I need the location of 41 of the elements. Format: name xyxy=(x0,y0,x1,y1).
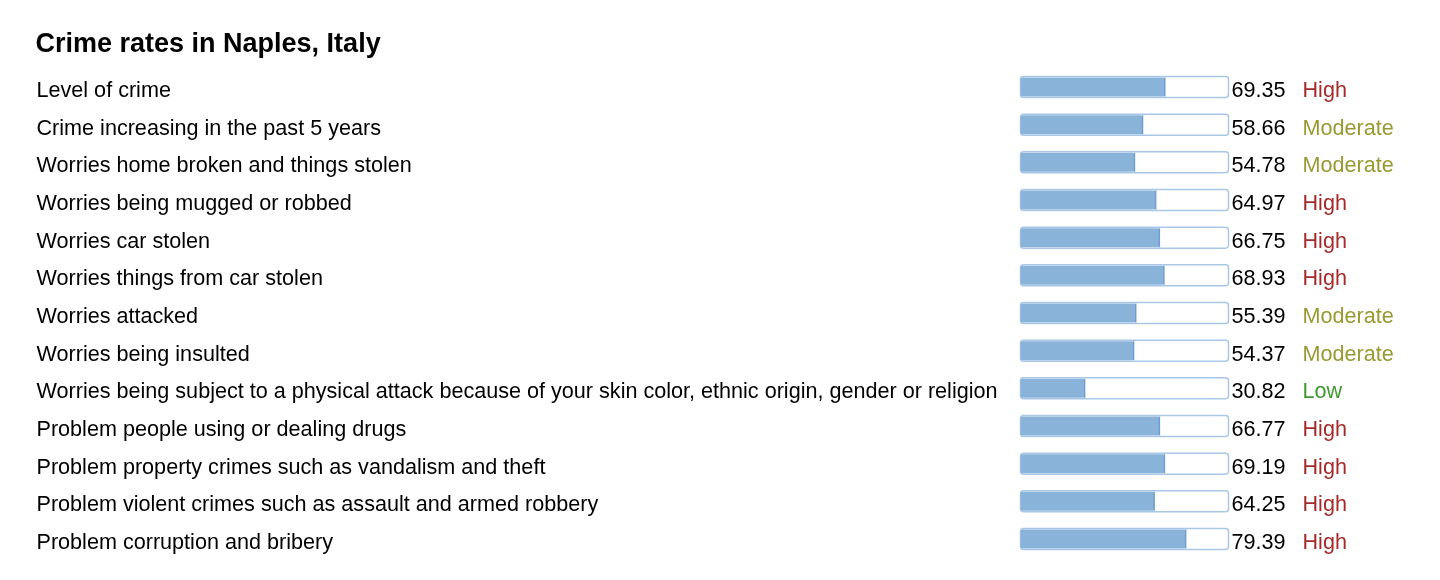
y-tick-label: Problem corruption and bribery xyxy=(36,529,334,555)
text: Moderate xyxy=(1302,303,1394,329)
text: Moderate xyxy=(1302,114,1394,140)
data-label: 69.19 xyxy=(1231,453,1286,479)
data-label: 54.78 xyxy=(1231,152,1286,178)
text: Moderate xyxy=(1302,152,1394,178)
text: High xyxy=(1302,453,1347,479)
text: High xyxy=(1302,491,1347,517)
data-label: 30.82 xyxy=(1231,378,1286,404)
text: High xyxy=(1302,77,1347,102)
y-tick-label: Worries car stolen xyxy=(36,227,211,253)
data-label: 66.77 xyxy=(1231,416,1286,442)
text: High xyxy=(1302,227,1347,253)
text: High xyxy=(1302,416,1347,442)
y-tick-label: Worries being subject to a physical attack because of your skin color, ethnic origin, gender or religion xyxy=(36,378,998,404)
text: Crime rates in Naples, Italy xyxy=(35,27,381,58)
data-label: 66.75 xyxy=(1231,227,1286,253)
text: High xyxy=(1302,529,1347,555)
text: High xyxy=(1302,265,1347,291)
bar xyxy=(1020,378,1085,398)
y-tick-label: Level of crime xyxy=(36,77,171,102)
data-label: 55.39 xyxy=(1231,303,1286,329)
data-label: 58.66 xyxy=(1231,114,1286,140)
y-tick-label: Crime increasing in the past 5 years xyxy=(36,114,382,140)
y-tick-label: Worries things from car stolen xyxy=(36,265,323,291)
text: Moderate xyxy=(1302,340,1394,366)
text: Low xyxy=(1302,378,1343,404)
y-tick-label: Problem property crimes such as vandalism and theft xyxy=(36,453,546,479)
data-label: 79.39 xyxy=(1231,529,1286,555)
y-tick-label: Worries attacked xyxy=(36,303,199,329)
data-label: 64.97 xyxy=(1231,190,1286,216)
data-label: 54.37 xyxy=(1231,340,1286,366)
y-tick-label: Problem violent crimes such as assault and armed robbery xyxy=(36,491,599,517)
text: High xyxy=(1302,190,1347,216)
y-tick-label: Problem people using or dealing drugs xyxy=(36,416,407,442)
data-label: 64.25 xyxy=(1231,491,1286,517)
y-tick-label: Worries being insulted xyxy=(36,340,250,366)
y-tick-label: Worries home broken and things stolen xyxy=(36,152,412,178)
data-label: 69.35 xyxy=(1231,77,1286,102)
data-label: 68.93 xyxy=(1231,265,1286,291)
y-tick-label: Worries being mugged or robbed xyxy=(36,190,352,216)
